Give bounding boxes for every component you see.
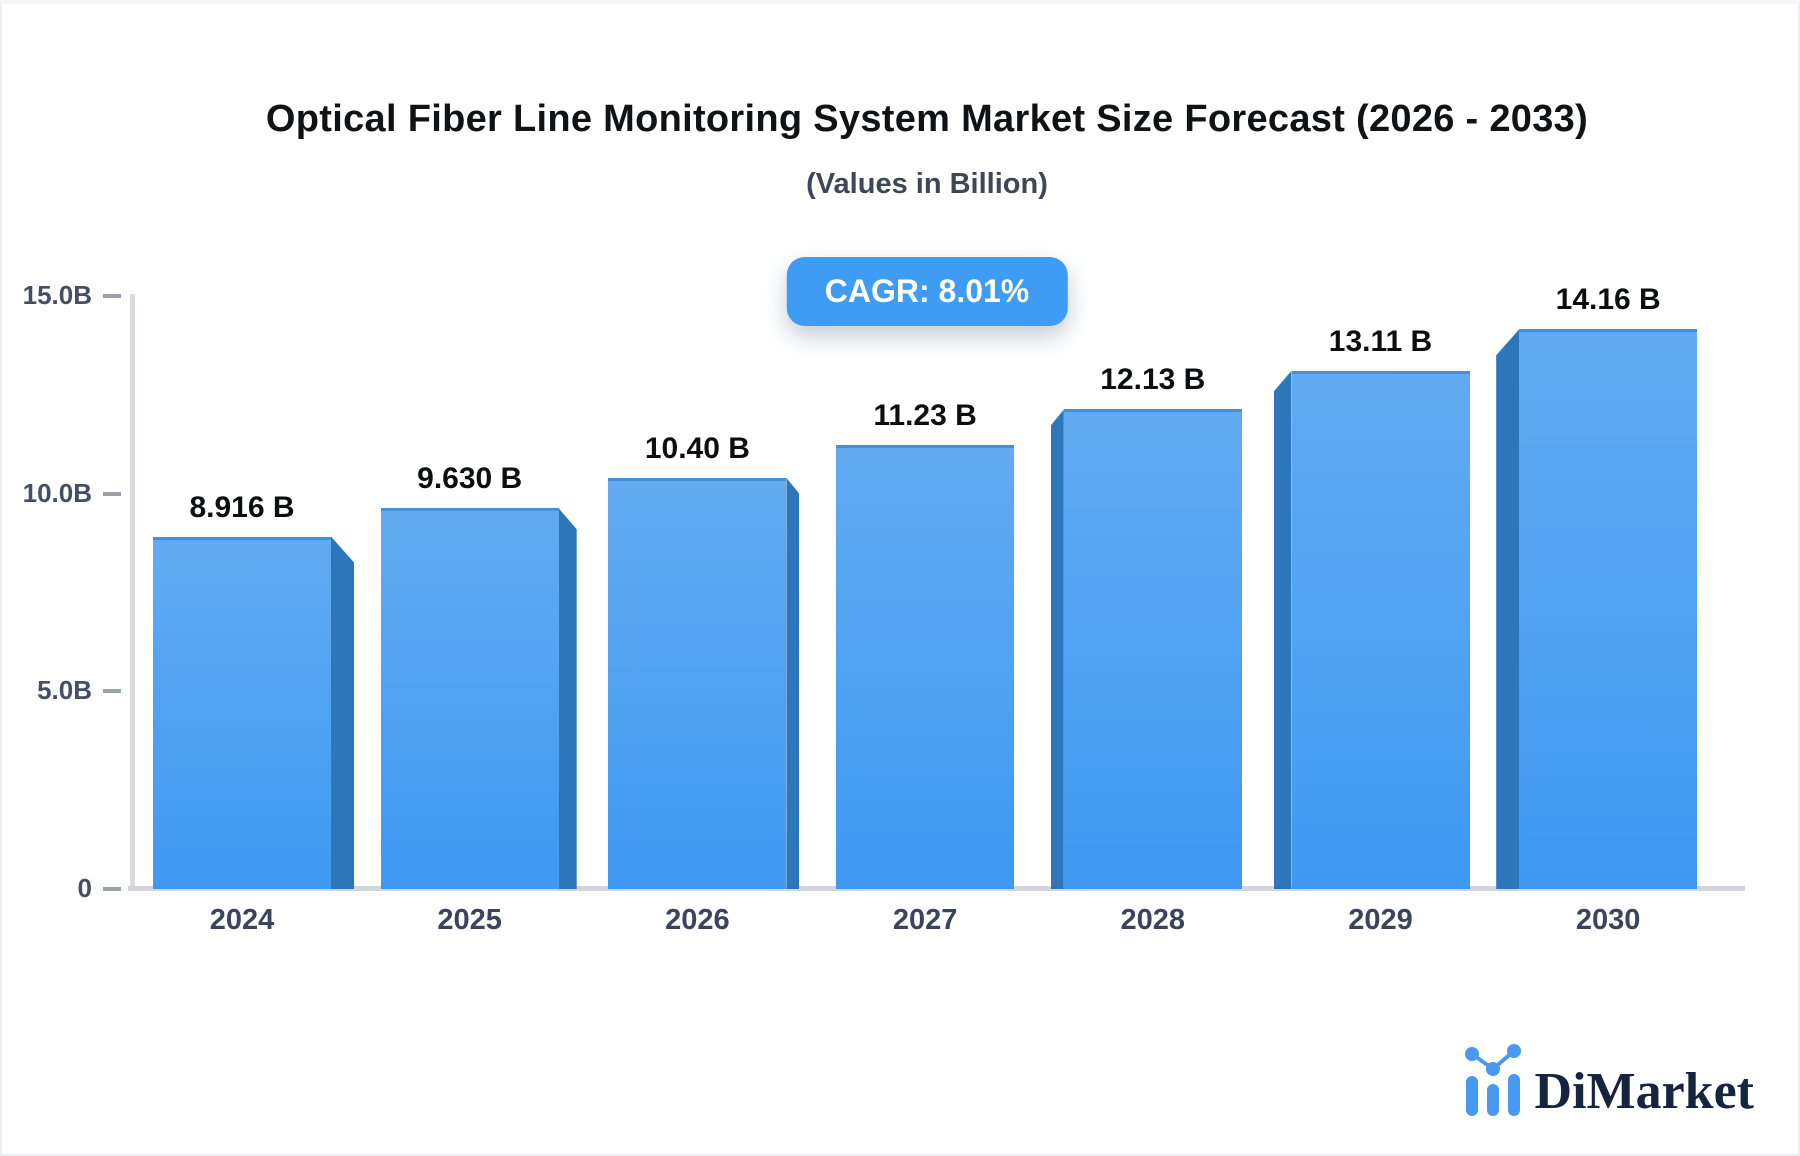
x-tick-label: 2027 <box>892 904 958 936</box>
y-tick-label: 15.0B <box>22 280 92 310</box>
brand-logo: DiMarket <box>1464 1042 1754 1120</box>
bar-side-face <box>331 536 354 889</box>
bar-value-label: 9.630 B <box>417 462 523 496</box>
y-tick-label: 5.0B <box>37 675 92 706</box>
cagr-badge: CAGR: 8.01% <box>786 257 1068 326</box>
bar-side-face <box>1050 409 1064 889</box>
bar-side-face <box>1273 370 1292 889</box>
y-tick-mark <box>103 887 121 891</box>
y-tick-mark <box>103 689 121 694</box>
bar-side-face <box>558 508 577 889</box>
bar-value-label: 11.23 B <box>873 399 977 433</box>
chart-subtitle: (Values in Billion) <box>806 168 1048 200</box>
bar-value-label: 10.40 B <box>644 431 750 465</box>
x-tick-label: 2024 <box>209 904 275 936</box>
bar-line-chart-icon <box>1464 1044 1521 1116</box>
bar-value-label: 12.13 B <box>1100 363 1206 397</box>
bar-value-label: 14.16 B <box>1555 283 1661 317</box>
bar-value-label: 8.916 B <box>189 490 295 524</box>
y-tick-mark <box>103 491 121 496</box>
y-axis-line <box>130 294 135 890</box>
bar-2026 <box>608 477 787 889</box>
bar-2030 <box>1519 329 1698 889</box>
bar-side-face <box>786 477 800 889</box>
y-tick-label: 10.0B <box>22 477 92 508</box>
y-tick-mark <box>103 294 121 298</box>
bar-side-face <box>1496 329 1520 889</box>
bar-2024 <box>153 536 331 889</box>
brand-name: DiMarket <box>1534 1062 1754 1120</box>
page-title: Optical Fiber Line Monitoring System Mar… <box>265 98 1589 140</box>
bar-2025 <box>380 508 559 889</box>
x-tick-label: 2029 <box>1348 904 1413 936</box>
bar-2029 <box>1291 370 1470 889</box>
x-tick-label: 2030 <box>1575 904 1641 936</box>
bar-2027 <box>836 445 1015 889</box>
bar-2028 <box>1063 409 1242 889</box>
x-tick-label: 2026 <box>665 904 730 936</box>
x-tick-label: 2025 <box>437 904 502 936</box>
x-tick-label: 2028 <box>1120 904 1186 936</box>
y-tick-label: 0 <box>77 873 92 903</box>
bar-value-label: 13.11 B <box>1328 324 1433 358</box>
